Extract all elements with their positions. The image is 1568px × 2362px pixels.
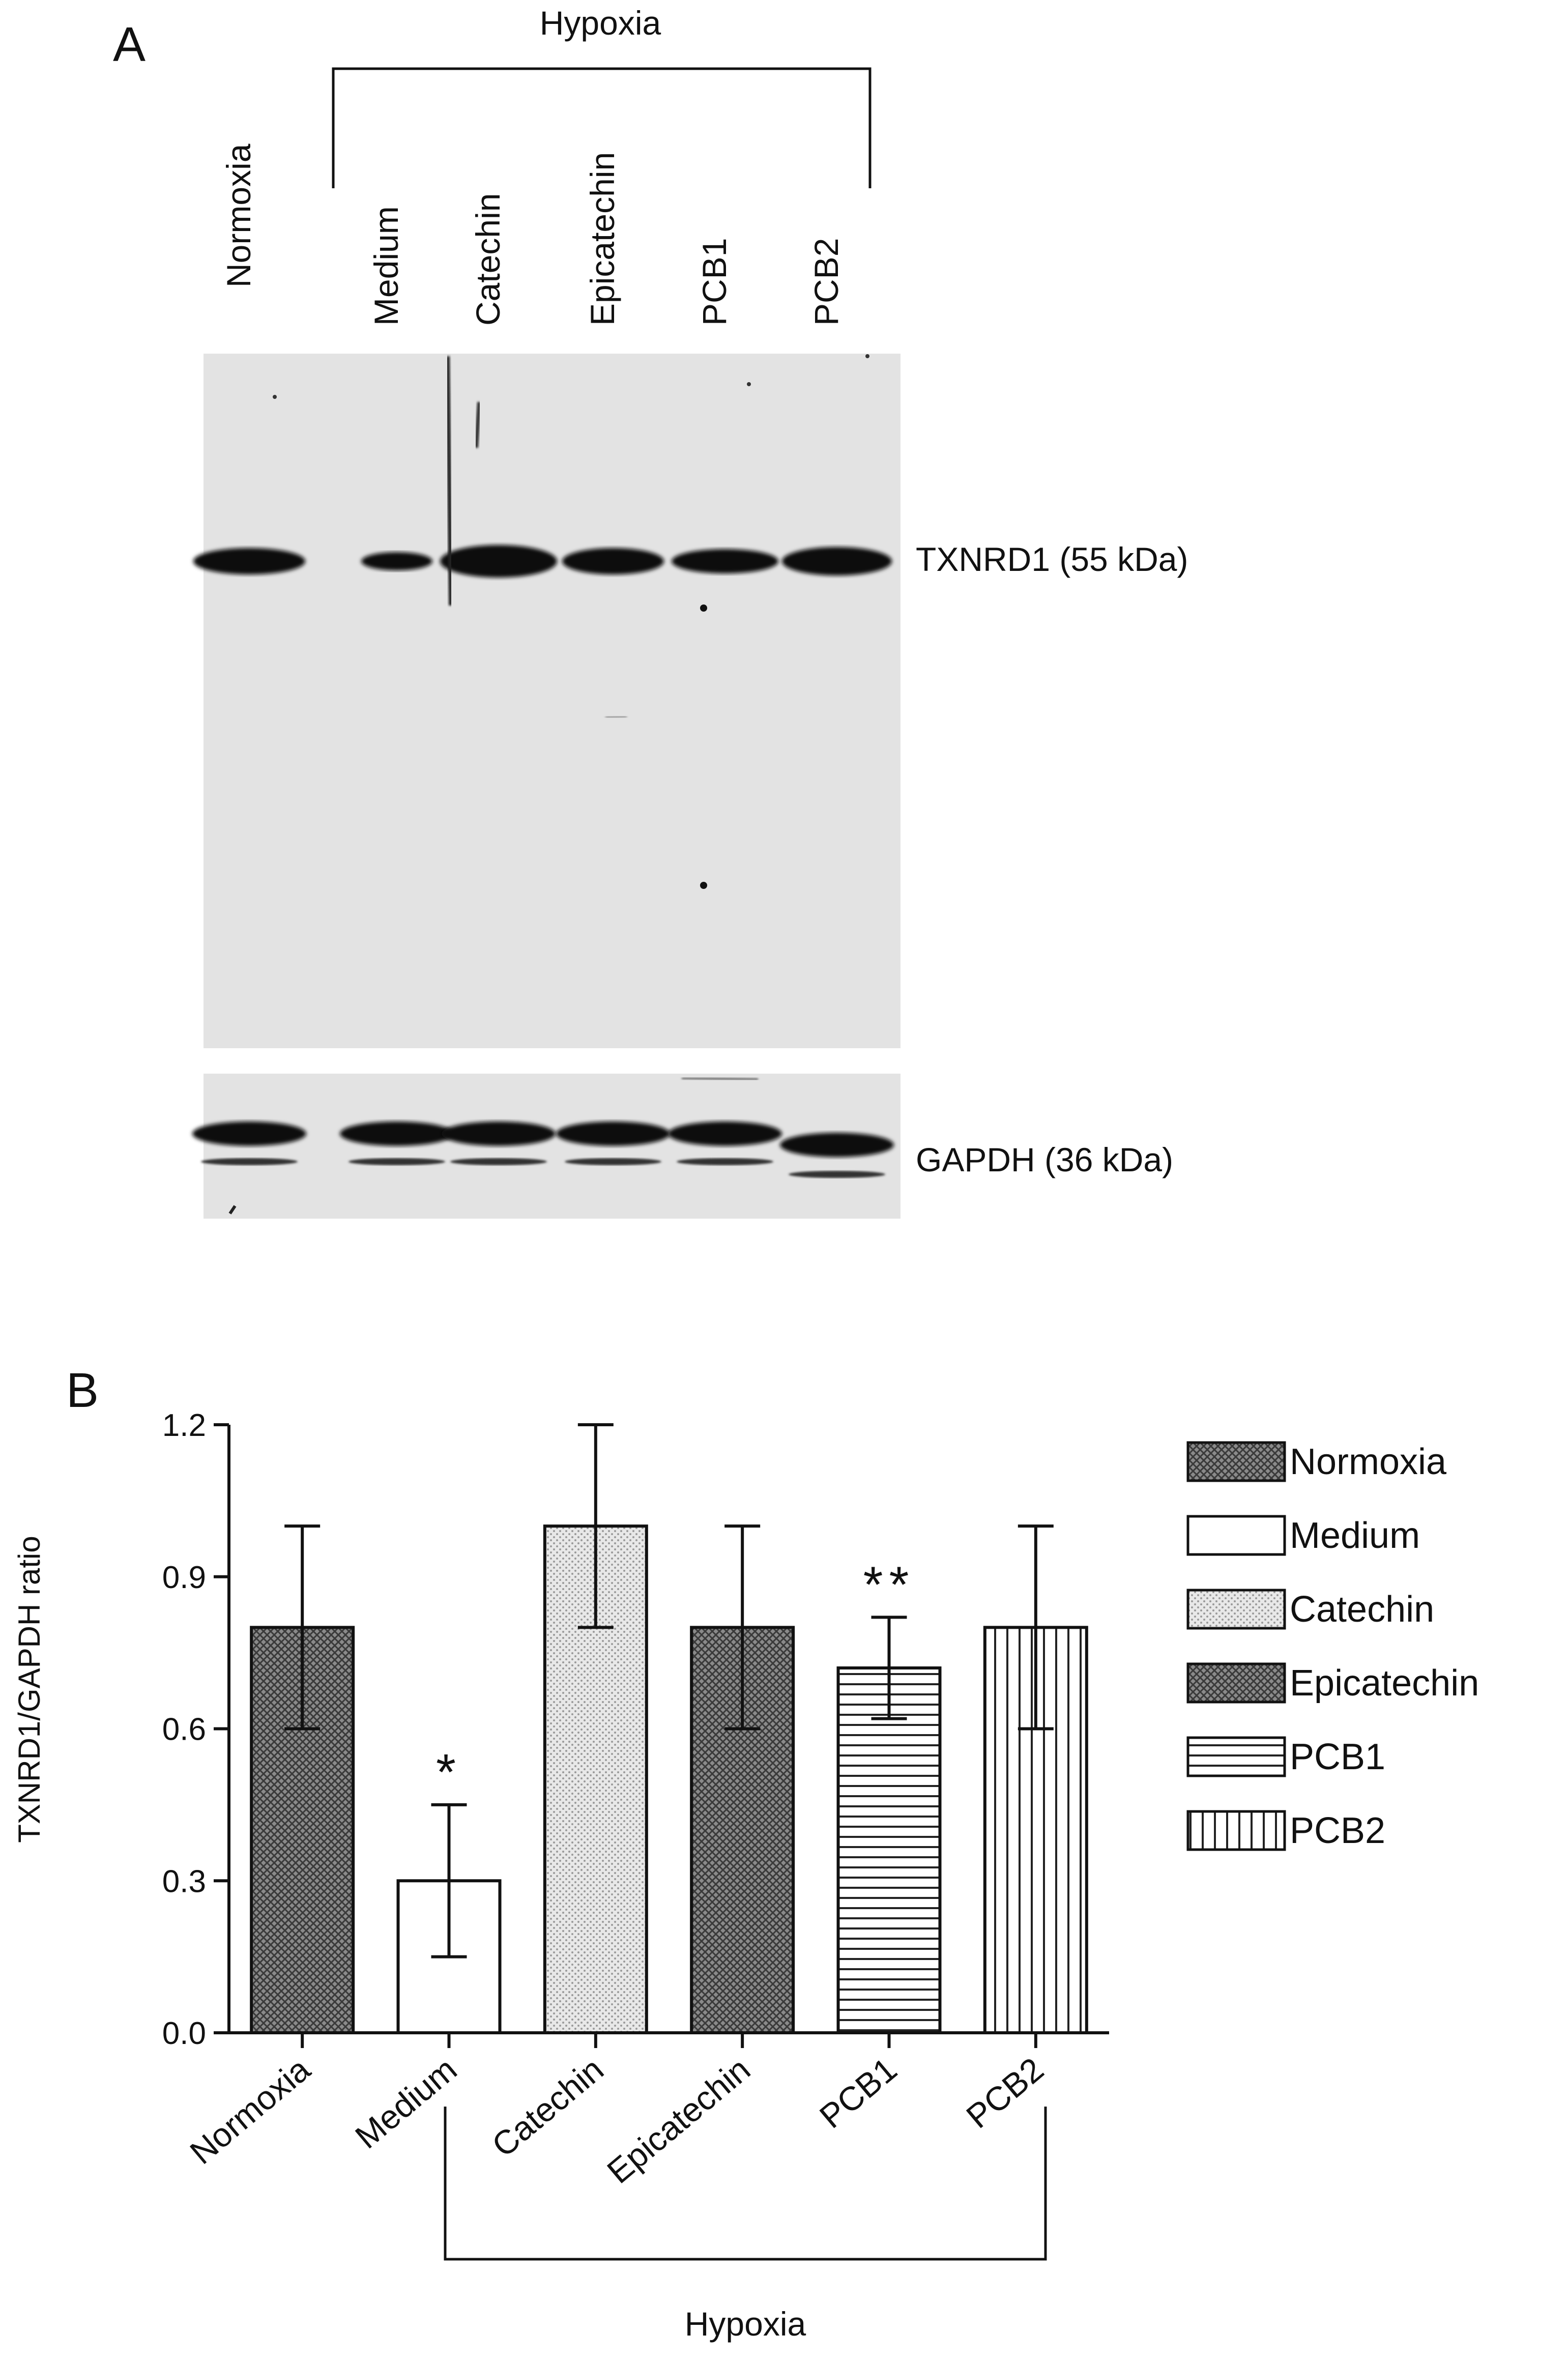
gapdh-lower-band-medium (349, 1158, 445, 1165)
txnrd1-band-pcb1 (672, 549, 778, 573)
x-tick-label-pcb1: PCB1 (812, 2050, 904, 2136)
legend-swatch-pcb1 (1186, 1736, 1286, 1777)
legend-label-pcb1: PCB1 (1290, 1737, 1385, 1777)
y-tick-label: 0.3 (162, 1864, 206, 1899)
panel-a-letter: A (113, 17, 146, 72)
y-tick-label: 0.0 (162, 2016, 206, 2051)
txnrd1-label: TXNRD1 (55 kDa) (916, 540, 1188, 578)
lane-labels: Normoxia Medium Catechin Epicatechin PCB1 PCB… (220, 143, 845, 326)
bars: *** (250, 1423, 1088, 2035)
panel-a-hypoxia-bracket (332, 67, 872, 188)
lane-label-epicatechin: Epicatechin (584, 152, 621, 326)
significance-medium: * (436, 1744, 462, 1801)
gapdh-lower-band-catechin (450, 1158, 547, 1165)
gapdh-band-pcb2 (780, 1133, 894, 1157)
y-tick-label: 0.6 (162, 1712, 206, 1747)
gapdh-artifact (681, 1076, 759, 1082)
x-tick-label-epicatechin: Epicatechin (600, 2050, 757, 2191)
x-tick-label-catechin: Catechin (485, 2050, 611, 2164)
y-axis: 0.0 0.3 0.6 0.9 1.2 (162, 1408, 230, 2051)
txnrd1-band-medium (361, 552, 432, 570)
gapdh-band-medium (340, 1121, 454, 1146)
lane-label-normoxia: Normoxia (220, 143, 257, 287)
gapdh-band-catechin (442, 1121, 556, 1146)
gapdh-lower-band-normoxia (201, 1158, 298, 1165)
gapdh-lower-band-pcb1 (677, 1158, 773, 1165)
lane-label-medium: Medium (367, 206, 405, 326)
txnrd1-band-pcb2 (782, 547, 892, 575)
gapdh-band-epicatechin (556, 1121, 670, 1146)
lane-label-catechin: Catechin (469, 193, 507, 326)
panel-b-group-label: Hypoxia (685, 2305, 806, 2343)
lane-label-pcb1: PCB1 (695, 238, 733, 326)
legend-swatch-catechin (1186, 1589, 1286, 1630)
legend-label-pcb2: PCB2 (1290, 1810, 1385, 1851)
legend-label-catechin: Catechin (1290, 1589, 1434, 1630)
legend-label-epicatechin: Epicatechin (1290, 1663, 1479, 1704)
significance-pcb1: ** (863, 1556, 915, 1613)
legend-label-medium: Medium (1290, 1515, 1420, 1556)
panel-b-hypoxia-bracket (444, 2107, 1047, 2261)
gapdh-band-pcb1 (668, 1121, 782, 1146)
bar-pcb1 (836, 1666, 942, 2034)
gapdh-lower-band-pcb2 (789, 1171, 885, 1178)
y-tick-label: 0.9 (162, 1560, 206, 1595)
y-axis-label: TXNRD1/GAPDH ratio (12, 1536, 46, 1842)
gapdh-lower-band-epicatechin (565, 1158, 661, 1165)
txnrd1-band-epicatechin (562, 548, 664, 574)
legend-swatch-pcb2 (1186, 1810, 1286, 1851)
txnrd1-bands (193, 545, 892, 578)
panel-a-group-label: Hypoxia (540, 4, 661, 42)
gapdh-artifact (228, 1205, 237, 1215)
legend: Normoxia Medium Catechin Epicatechin PCB1 PCB… (1186, 1441, 1479, 1851)
x-tick-label-normoxia: Normoxia (183, 2050, 317, 2171)
txnrd1-band-catechin (440, 545, 557, 578)
legend-swatch-normoxia (1186, 1441, 1286, 1482)
gapdh-bands (192, 1121, 894, 1178)
y-tick-label: 1.2 (162, 1408, 206, 1443)
gapdh-label: GAPDH (36 kDa) (916, 1141, 1173, 1178)
blot-artifacts (273, 354, 869, 889)
x-tick-label-pcb2: PCB2 (959, 2050, 1051, 2136)
legend-label-normoxia: Normoxia (1290, 1442, 1447, 1482)
gapdh-band-normoxia (192, 1121, 306, 1146)
legend-swatch-medium (1186, 1515, 1286, 1556)
lane-label-pcb2: PCB2 (807, 238, 845, 326)
txnrd1-blot (204, 354, 901, 1048)
panel-b-letter: B (66, 1363, 99, 1418)
legend-swatch-epicatechin (1186, 1662, 1286, 1704)
txnrd1-band-normoxia (193, 548, 305, 574)
